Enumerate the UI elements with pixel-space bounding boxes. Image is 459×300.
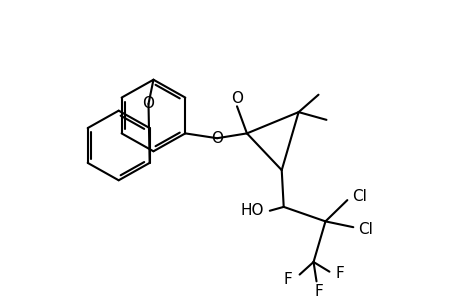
Text: HO: HO — [240, 203, 263, 218]
Text: F: F — [334, 266, 343, 281]
Text: F: F — [283, 272, 291, 287]
Text: O: O — [211, 131, 223, 146]
Text: O: O — [142, 96, 154, 111]
Text: O: O — [230, 91, 242, 106]
Text: F: F — [313, 284, 322, 298]
Text: Cl: Cl — [357, 222, 372, 237]
Text: Cl: Cl — [351, 189, 366, 204]
